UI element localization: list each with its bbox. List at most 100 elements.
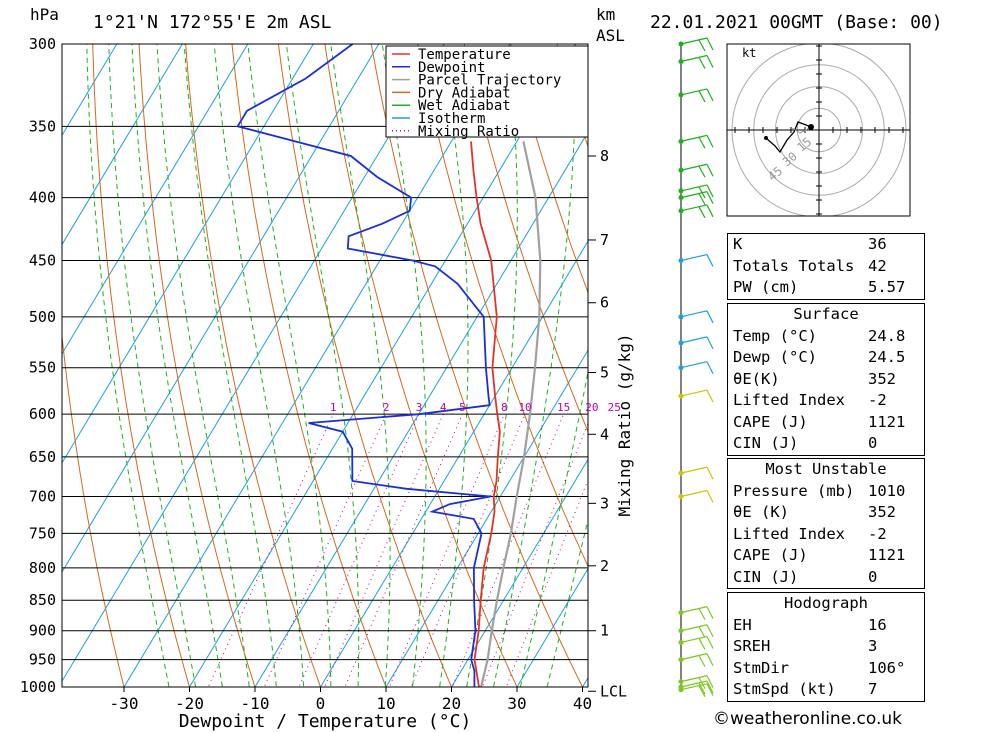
plot-frame	[61, 43, 589, 688]
index-value: 0	[868, 434, 878, 452]
index-row: Pressure (mb) 1010	[728, 481, 924, 503]
wind-barb	[680, 653, 708, 661]
wet-adiabat-line	[247, 44, 332, 687]
pressure-tick-label: 700	[29, 488, 56, 506]
wind-barb	[680, 489, 708, 498]
index-row: StmSpd (kt) 7	[728, 679, 924, 701]
wind-barb-flag	[706, 184, 714, 198]
legend-box	[385, 45, 589, 138]
mixing-ratio-labels: 1 2 3 4 5 8 10 15 20 25	[330, 401, 621, 414]
wind-barb-flag	[698, 57, 706, 69]
index-value: 16	[868, 615, 887, 634]
surface-title: Surface	[728, 303, 924, 326]
dry-adiabat-line	[417, 44, 588, 568]
wind-barb-flag	[706, 653, 714, 666]
hodograph-ring-label: 30	[780, 149, 800, 169]
index-label: K	[733, 235, 743, 253]
wind-barb	[680, 191, 708, 199]
wind-barb	[680, 134, 708, 142]
wind-level-dot	[678, 393, 684, 399]
index-value: -2	[868, 524, 887, 543]
height-tick-label: 8	[600, 147, 609, 165]
wind-barb-flag	[706, 490, 714, 503]
wind-barb-flag	[706, 310, 714, 324]
index-row: Temp (°C) 24.8	[728, 326, 924, 348]
wind-barb	[680, 635, 708, 644]
height-tick-label: 4	[600, 425, 609, 443]
sounding-profiles	[236, 44, 542, 687]
mixing-ratio-label: 20	[585, 401, 598, 414]
temperature-tick-label: 0	[316, 694, 326, 713]
wind-barb	[680, 466, 708, 474]
dry-adiabat-lines	[62, 44, 588, 687]
height-tick-label: LCL	[600, 682, 627, 700]
mixing-ratio-line	[410, 414, 526, 687]
height-tick-label: 2	[600, 557, 609, 575]
index-label: Lifted Index	[733, 524, 845, 543]
index-row: θE (K) 352	[728, 502, 924, 524]
index-label: Temp (°C)	[733, 326, 817, 345]
temperature-tick-label: -30	[110, 694, 139, 713]
legend-entry: Temperature	[418, 47, 511, 63]
temperature-tick-label: 30	[507, 694, 526, 713]
wind-barb-flag	[706, 466, 714, 480]
wind-barb-flag	[706, 37, 714, 51]
mixing-ratio-line	[298, 413, 420, 687]
dry-adiabat-line	[185, 44, 322, 687]
pressure-axis: 300 350 400 450 500 550 600 650 700 750 800 850 900 9…	[20, 35, 56, 696]
wind-barb-flag	[706, 680, 714, 694]
wet-adiabat-line	[86, 44, 170, 687]
temperature-tick-label: -10	[241, 694, 270, 713]
isobar-lines	[62, 44, 588, 687]
index-label: Totals Totals	[733, 256, 855, 275]
height-axis: 8 7 6 5 4 3 2 1 LCL	[588, 147, 627, 700]
wind-barb-flag	[706, 683, 714, 696]
wind-level-dot	[678, 138, 684, 144]
index-label: CIN (J)	[733, 434, 799, 452]
index-label: CIN (J)	[733, 567, 799, 586]
index-value: 1121	[868, 412, 906, 431]
mixing-ratio-line	[481, 422, 588, 687]
index-label: EH	[733, 615, 752, 634]
wind-level-dot	[678, 340, 684, 346]
index-value: 352	[868, 503, 896, 521]
wind-barb-flag	[698, 685, 706, 697]
pressure-tick-label: 400	[29, 189, 56, 207]
pressure-tick-label: 650	[29, 448, 56, 466]
wind-barb-flag	[706, 135, 714, 148]
wind-barb-flag	[706, 191, 714, 204]
wet-adiabat-lines	[86, 44, 588, 687]
dry-adiabat-line	[138, 44, 256, 687]
mixing-ratio-label: 5	[459, 401, 466, 414]
dry-adiabat-line	[92, 44, 191, 687]
index-value: 42	[868, 256, 887, 275]
pressure-tick-label: 550	[29, 359, 56, 377]
credit-label: ©weatheronline.co.uk	[713, 709, 903, 729]
wind-barb	[680, 54, 708, 63]
index-row: Dewp (°C) 24.5	[728, 347, 924, 369]
index-row: CIN (J) 0	[728, 567, 924, 589]
profile-parcel-trajectory	[479, 141, 542, 687]
hodograph-storm-motion	[791, 126, 812, 134]
temperature-tick-label: 40	[573, 694, 592, 713]
isotherm-line	[62, 44, 118, 137]
index-row: CIN (J) 0	[728, 433, 924, 455]
index-value: 352	[868, 369, 896, 388]
index-label: StmSpd (kt)	[733, 680, 836, 698]
wind-barb-flag	[706, 624, 714, 637]
hodograph-unit: kt	[742, 46, 756, 60]
index-value: 106°	[868, 658, 906, 677]
wind-barb-flag	[698, 677, 706, 689]
index-row: SREH 3	[728, 636, 924, 658]
index-row: θE(K) 352	[728, 369, 924, 391]
wind-barb	[680, 253, 708, 262]
index-value: 7	[868, 680, 878, 698]
temperature-tick-label: -20	[175, 694, 204, 713]
index-label: θE (K)	[733, 503, 789, 521]
index-row: Lifted Index -2	[728, 390, 924, 412]
wind-barb	[680, 606, 708, 614]
height-tick-label: 3	[600, 494, 609, 512]
legend-entry: Wet Adiabat	[418, 98, 511, 114]
index-row: StmDir 106°	[728, 658, 924, 680]
